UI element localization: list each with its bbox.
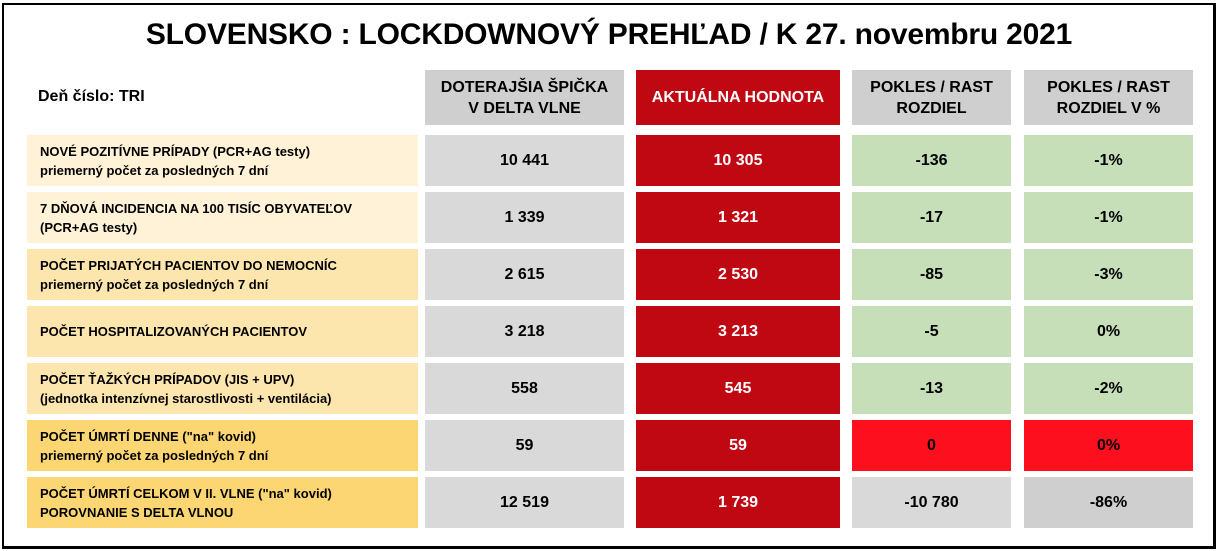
actual-value: 545 [636, 363, 840, 414]
actual-value: 10 305 [636, 135, 840, 186]
pct-value: -1% [1024, 192, 1193, 243]
column-header-peak-line2: V DELTA VLNE [468, 99, 581, 117]
row-label-main: POČET ŤAŽKÝCH PRÍPADOV (JIS + UPV) [40, 371, 295, 387]
pct-value: -2% [1024, 363, 1193, 414]
diff-value: 0 [852, 420, 1011, 471]
actual-value: 2 530 [636, 249, 840, 300]
peak-value: 12 519 [425, 477, 624, 528]
column-header-actual: AKTUÁLNA HODNOTA [636, 70, 840, 125]
pct-value: -1% [1024, 135, 1193, 186]
row-label: POČET ÚMRTÍ CELKOM V II. VLNE ("na" kovi… [27, 477, 418, 528]
column-header-pct-line2: ROZDIEL V % [1056, 99, 1161, 117]
row-label: 7 DŇOVÁ INCIDENCIA NA 100 TISÍC OBYVATEĽ… [27, 192, 418, 243]
diff-value: -85 [852, 249, 1011, 300]
column-header-peak-line1: DOTERAJŠIA ŠPIČKA [440, 78, 609, 96]
row-label-sub: priemerný počet za posledných 7 dní [40, 276, 269, 292]
peak-value: 10 441 [425, 135, 624, 186]
column-header-diff-line2: ROZDIEL [896, 99, 967, 117]
diff-value: -17 [852, 192, 1011, 243]
column-header-peak: DOTERAJŠIA ŠPIČKA V DELTA VLNE [425, 70, 624, 125]
peak-value: 59 [425, 420, 624, 471]
row-label-sub: (PCR+AG testy) [40, 219, 138, 235]
row-label-main: POČET ÚMRTÍ CELKOM V II. VLNE ("na" kovi… [40, 485, 332, 501]
diff-value: -10 780 [852, 477, 1011, 528]
row-label-sub: priemerný počet za posledných 7 dní [40, 447, 269, 463]
row-label-sub: priemerný počet za posledných 7 dní [40, 162, 269, 178]
page-title: SLOVENSKO : LOCKDOWNOVÝ PREHĽAD / K 27. … [145, 18, 1073, 51]
row-label-main: POČET HOSPITALIZOVANÝCH PACIENTOV [40, 324, 308, 339]
column-header-pct: POKLES / RAST ROZDIEL V % [1024, 70, 1193, 125]
row-label: POČET ŤAŽKÝCH PRÍPADOV (JIS + UPV) (jedno… [27, 363, 418, 414]
actual-value: 59 [636, 420, 840, 471]
row-label-main: POČET PRIJATÝCH PACIENTOV DO NEMOCNÍC [40, 257, 337, 273]
actual-value: 1 739 [636, 477, 840, 528]
peak-value: 558 [425, 363, 624, 414]
column-header-pct-line1: POKLES / RAST [1047, 78, 1170, 96]
row-label-main: POČET ÚMRTÍ DENNE ("na" kovid) [40, 428, 257, 444]
pct-value: -86% [1024, 477, 1193, 528]
row-label: NOVÉ POZITÍVNE PRÍPADY (PCR+AG testy) pri… [27, 135, 418, 186]
day-number-label: Deň číslo: TRI [38, 88, 145, 105]
diff-value: -136 [852, 135, 1011, 186]
table-frame [2, 3, 1216, 549]
pct-value: -3% [1024, 249, 1193, 300]
row-label: POČET HOSPITALIZOVANÝCH PACIENTOV [27, 306, 418, 357]
peak-value: 2 615 [425, 249, 624, 300]
actual-value: 1 321 [636, 192, 840, 243]
column-header-diff: POKLES / RAST ROZDIEL [852, 70, 1011, 125]
peak-value: 3 218 [425, 306, 624, 357]
pct-value: 0% [1024, 420, 1193, 471]
diff-value: -13 [852, 363, 1011, 414]
actual-value: 3 213 [636, 306, 840, 357]
row-label-main: 7 DŇOVÁ INCIDENCIA NA 100 TISÍC OBYVATEĽ… [40, 200, 353, 216]
row-label-sub: POROVNANIE S DELTA VLNOU [40, 504, 234, 520]
pct-value: 0% [1024, 306, 1193, 357]
row-label: POČET PRIJATÝCH PACIENTOV DO NEMOCNÍC pri… [27, 249, 418, 300]
diff-value: -5 [852, 306, 1011, 357]
row-label-main: NOVÉ POZITÍVNE PRÍPADY (PCR+AG testy) [40, 143, 311, 159]
column-header-actual-text: AKTUÁLNA HODNOTA [651, 89, 825, 106]
row-label-sub: (jednotka intenzívnej starostlivosti + v… [40, 390, 332, 406]
column-header-diff-line1: POKLES / RAST [870, 78, 993, 96]
peak-value: 1 339 [425, 192, 624, 243]
row-label: POČET ÚMRTÍ DENNE ("na" kovid) priemerný … [27, 420, 418, 471]
